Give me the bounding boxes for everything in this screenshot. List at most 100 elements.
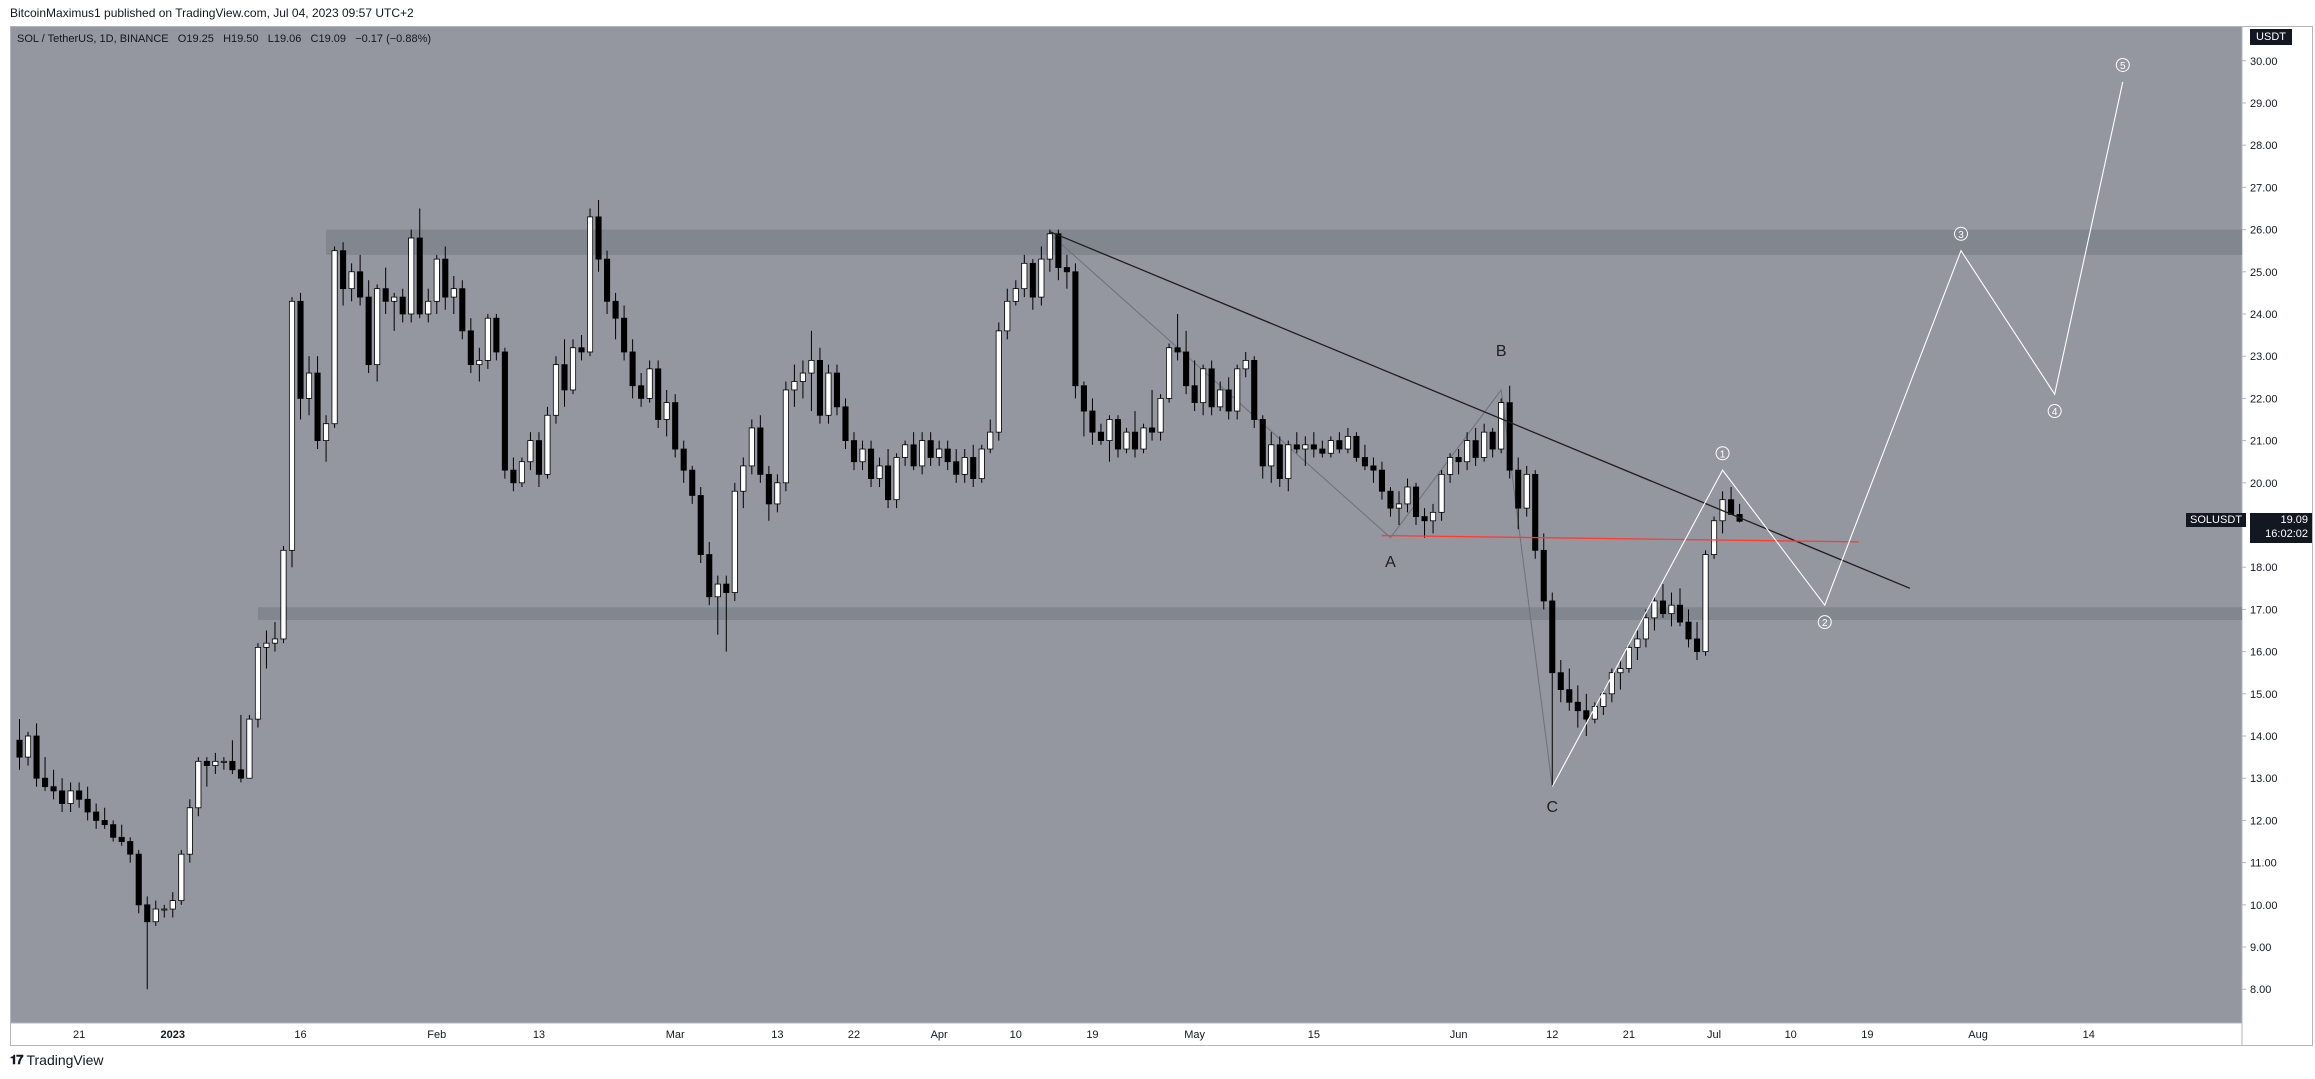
candle-body — [24, 735, 32, 758]
wave-marker-1: 1 — [1715, 446, 1730, 461]
candle-body — [1276, 444, 1283, 479]
candle — [510, 457, 517, 492]
candle-body — [1634, 638, 1641, 648]
candle — [1106, 415, 1113, 462]
candle-body — [246, 718, 253, 779]
candle-body — [382, 288, 389, 302]
price-tick-label: 13.00 — [2250, 773, 2278, 785]
candle — [1711, 516, 1718, 559]
candle-body — [1361, 457, 1368, 467]
candle-body — [1251, 360, 1258, 420]
candle-body — [706, 554, 713, 598]
candle — [323, 415, 330, 462]
candle — [791, 364, 798, 407]
candle — [1523, 465, 1530, 517]
candle — [1080, 381, 1087, 437]
candle — [1191, 360, 1198, 412]
candle-body — [902, 444, 909, 458]
price-tick-label: 15.00 — [2250, 689, 2278, 701]
candle — [1310, 432, 1317, 458]
legend-high-label: H — [223, 33, 232, 45]
candle-body — [1702, 554, 1709, 653]
candle — [868, 440, 875, 488]
candle — [484, 313, 491, 369]
candle-body — [723, 583, 730, 593]
wave-marker-3: 3 — [1953, 226, 1968, 241]
candle — [885, 449, 892, 509]
price-unit-tag[interactable]: USDT — [2250, 29, 2292, 45]
candle — [1515, 457, 1522, 530]
candle — [731, 482, 738, 601]
last-price-tag: 19.09 16:02:02 — [2250, 513, 2312, 544]
candle — [305, 356, 313, 416]
candle — [314, 356, 321, 450]
candle-body — [638, 385, 645, 399]
candle-body — [1157, 397, 1164, 433]
candle-body — [697, 495, 704, 555]
candle-body — [493, 317, 500, 353]
price-tick-label: 17.00 — [2250, 604, 2278, 616]
candle-body — [1327, 440, 1334, 454]
price-tick-label: 16.00 — [2250, 647, 2278, 659]
candle-body — [203, 760, 210, 766]
candle-body — [1549, 600, 1556, 674]
candle-body — [374, 288, 381, 366]
candle-body — [1464, 440, 1471, 463]
candle — [1540, 533, 1547, 610]
wave-number-1: 1 — [1720, 449, 1726, 460]
time-tick-label: 10 — [1785, 1029, 1797, 1041]
candle — [348, 263, 355, 302]
time-tick-label: May — [1184, 1029, 1205, 1041]
candle-body — [527, 440, 534, 463]
candle — [425, 288, 432, 323]
candle-body — [348, 271, 355, 290]
candle — [1447, 453, 1454, 483]
candle — [1097, 423, 1104, 445]
candle — [450, 276, 457, 314]
candle-body — [1174, 347, 1181, 353]
candle — [110, 820, 117, 842]
candle — [1668, 592, 1675, 627]
candle-body — [1370, 465, 1377, 471]
candle — [1642, 609, 1649, 648]
candle — [1676, 588, 1684, 627]
candle-body — [868, 448, 875, 479]
candle-body — [1498, 402, 1505, 450]
candle-body — [1557, 672, 1564, 690]
wave-marker-5: 5 — [2115, 57, 2130, 72]
candle-body — [970, 457, 977, 479]
candle — [1072, 263, 1079, 399]
candle-body — [1021, 262, 1028, 290]
candle — [220, 757, 227, 770]
candle-body — [893, 457, 900, 501]
candle — [1242, 351, 1249, 378]
time-tick-label: Feb — [427, 1029, 446, 1041]
candle-body — [67, 790, 74, 804]
candle-body — [612, 300, 619, 319]
candle — [1140, 423, 1147, 454]
candle-body — [978, 448, 985, 479]
price-tick-label: 28.00 — [2250, 140, 2278, 152]
candle-body — [484, 317, 491, 361]
candle — [1549, 592, 1556, 787]
candle-body — [1004, 300, 1011, 332]
candle — [680, 440, 687, 483]
candle-body — [1344, 435, 1351, 450]
price-tick-label: 20.00 — [2250, 478, 2278, 490]
legend-open-label: O — [177, 33, 187, 45]
candle — [67, 782, 74, 812]
candle-body — [859, 448, 866, 463]
candle — [825, 364, 832, 424]
candle — [663, 389, 670, 437]
candle — [501, 347, 508, 479]
chart-container[interactable]: A B C 1 2 3 4 5 30.00 29.00 28.00 27.00 26.00 25.00 24… — [10, 26, 2313, 1046]
candle — [748, 419, 755, 475]
candle-body — [1131, 431, 1139, 450]
candle — [1344, 427, 1351, 454]
candle — [782, 381, 789, 492]
candle — [195, 757, 202, 817]
time-tick-label: 10 — [1010, 1029, 1022, 1041]
candle — [1166, 343, 1173, 403]
candle-body — [569, 347, 577, 391]
